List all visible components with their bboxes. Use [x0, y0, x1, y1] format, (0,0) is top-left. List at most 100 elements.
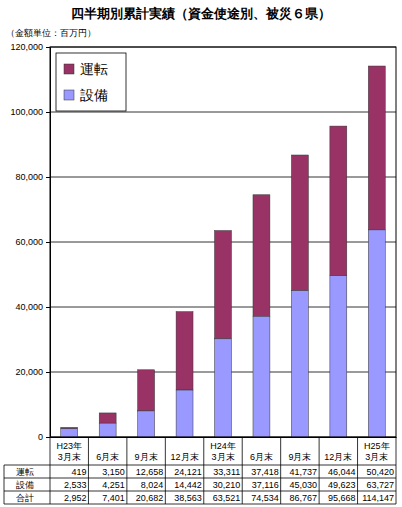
table-cell: 24,121 [174, 467, 202, 477]
grid-line [50, 112, 396, 113]
table-cell: 419 [71, 467, 86, 477]
x-axis-line [51, 437, 397, 438]
table-rule [165, 437, 166, 504]
x-tick-label: 12月末 [324, 452, 352, 462]
y-tick-mark [46, 307, 50, 308]
bar [291, 291, 308, 437]
x-tick-label: H24年3月末 [210, 441, 236, 462]
bar [215, 231, 232, 339]
table-cell: 46,044 [328, 467, 356, 477]
y-tick-label: 20,000 [15, 367, 43, 377]
x-tick-label: H23年3月末 [56, 441, 82, 462]
x-tick: 12月末 [324, 437, 352, 462]
bar [368, 66, 385, 230]
y-tick: 20,000 [15, 367, 50, 377]
table-cell: 49,623 [328, 480, 356, 490]
plot-frame [50, 47, 396, 437]
table-rule [4, 491, 396, 492]
table-rule [88, 437, 89, 504]
y-tick: 0 [38, 432, 50, 442]
y-tick-label: 120,000 [10, 42, 43, 52]
bar [253, 195, 270, 317]
bar [253, 316, 270, 437]
table-rule [357, 437, 358, 504]
x-tick: 9月末 [135, 437, 158, 462]
bar [176, 312, 193, 390]
x-tick: 6月末 [96, 437, 119, 462]
table-rule [4, 465, 5, 504]
table-rule [319, 437, 320, 504]
x-tick: H23年3月末 [56, 437, 82, 462]
subtitle: （金額単位：百万円） [6, 28, 96, 38]
table-cell: 37,116 [252, 480, 279, 490]
x-axis: H23年3月末6月末9月末12月末H24年3月末6月末9月末12月末H25年3月… [51, 437, 397, 462]
y-tick-label: 80,000 [15, 172, 43, 182]
x-tick-label: 6月末 [96, 452, 119, 462]
table-row-label: 設備 [16, 480, 34, 490]
table-cell: 63,521 [213, 493, 241, 503]
y-axis: 0 20,000 40,000 60,000 80,000 100,000 120,000 [10, 42, 50, 442]
bars [61, 66, 385, 437]
table-cell: 37,418 [251, 467, 279, 477]
table-cell: 86,767 [290, 493, 318, 503]
table-rule [396, 437, 397, 504]
table-cell: 38,563 [174, 493, 202, 503]
y-tick: 60,000 [15, 237, 50, 247]
table-cell: 41,737 [290, 467, 318, 477]
table-cell: 50,420 [366, 467, 394, 477]
y-tick-mark [46, 47, 50, 48]
y-tick: 100,000 [10, 107, 50, 117]
table-cell: 33,311 [213, 467, 240, 477]
table-cell: 30,210 [213, 480, 241, 490]
legend-box [56, 53, 126, 111]
bar [330, 276, 347, 437]
bar [176, 390, 193, 437]
y-tick-mark [46, 437, 50, 438]
table-rule [50, 437, 51, 504]
bar [138, 411, 155, 437]
y-tick-mark [46, 372, 50, 373]
legend-label: 設備 [80, 87, 108, 103]
bar [368, 230, 385, 437]
x-tick: H25年3月末 [364, 437, 390, 462]
x-tick-label: 9月末 [135, 452, 158, 462]
table-rule [203, 437, 204, 504]
table-cell: 63,727 [366, 480, 394, 490]
table-cell: 95,668 [328, 493, 356, 503]
table-cell: 20,682 [136, 493, 164, 503]
table-rule [4, 478, 396, 479]
table-row-label: 合計 [16, 493, 34, 503]
x-tick-label: H25年3月末 [364, 441, 390, 462]
legend-swatch [64, 64, 74, 74]
x-tick: 12月末 [171, 437, 199, 462]
y-tick-mark [46, 112, 50, 113]
table-rule [242, 437, 243, 504]
y-tick: 80,000 [15, 172, 50, 182]
title: 四半期別累計実績（資金使途別、被災６県） [71, 6, 331, 21]
grid [50, 47, 396, 437]
bar [99, 423, 116, 437]
table-cell: 14,442 [174, 480, 202, 490]
bar [61, 429, 78, 437]
legend: 運転設備 [56, 53, 126, 111]
table-cell: 114,147 [362, 493, 394, 503]
table-rule [4, 504, 396, 505]
y-tick-mark [46, 177, 50, 178]
y-tick-label: 100,000 [10, 107, 43, 117]
table-rule [4, 465, 396, 466]
data-table: 運転4193,15012,65824,12133,31137,41841,737… [4, 437, 396, 504]
table-cell: 2,533 [64, 480, 87, 490]
legend-swatch [64, 90, 74, 100]
y-tick: 40,000 [15, 302, 50, 312]
table-cell: 7,401 [102, 493, 125, 503]
y-tick-label: 0 [38, 432, 43, 442]
y-tick-label: 60,000 [15, 237, 43, 247]
bar [330, 126, 347, 276]
plot-background [50, 47, 396, 437]
table-row-label: 運転 [16, 467, 34, 477]
series [61, 230, 385, 437]
bar [138, 370, 155, 411]
table-cell: 74,534 [251, 493, 279, 503]
legend-label: 運転 [80, 61, 108, 77]
x-tick-label: 12月末 [171, 452, 199, 462]
